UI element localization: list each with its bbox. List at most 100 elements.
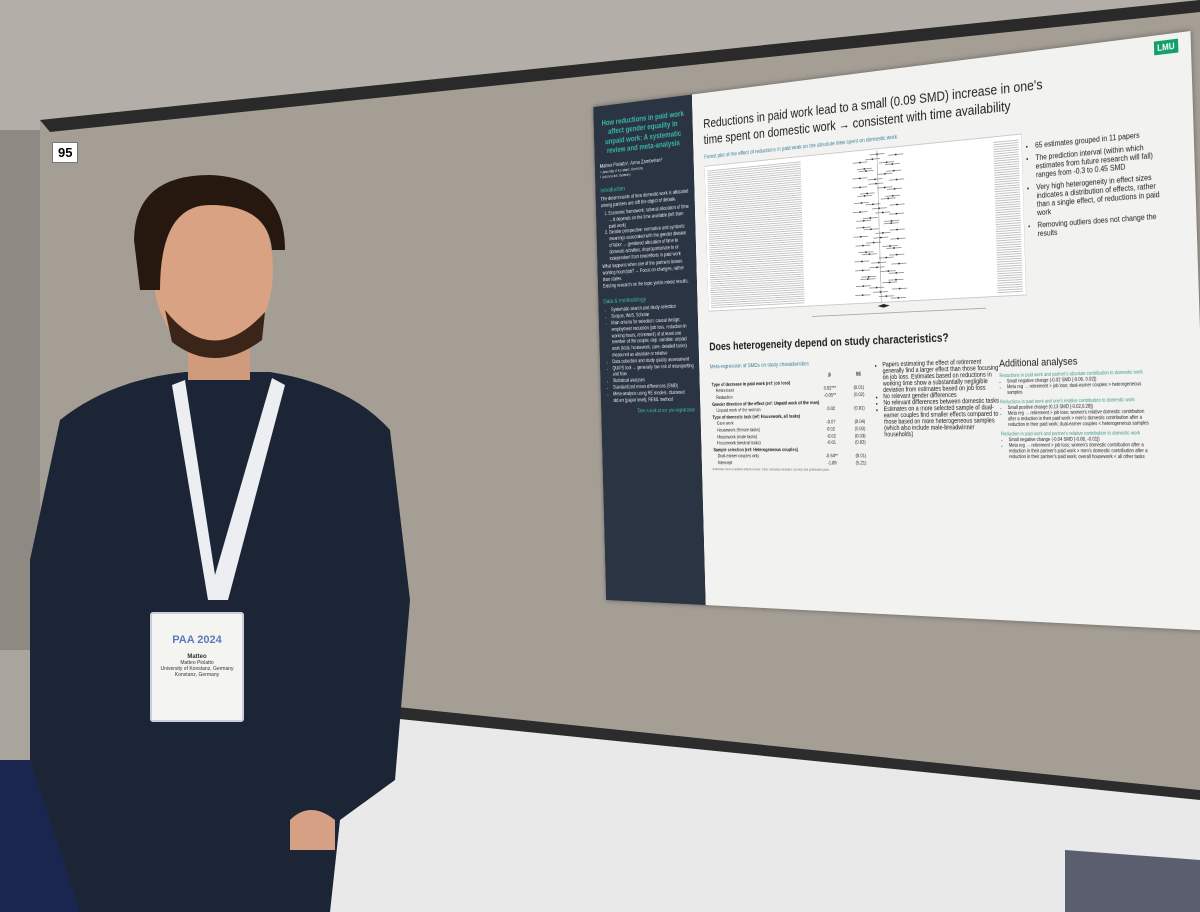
forest-decoration	[893, 188, 896, 190]
forest-decoration	[887, 270, 890, 272]
forest-decoration	[863, 195, 866, 197]
forest-decoration	[812, 308, 986, 316]
forest-decoration	[862, 226, 865, 229]
booth-number: 95	[52, 142, 79, 163]
forest-decoration	[898, 287, 901, 290]
forest-decoration	[881, 211, 884, 214]
list-item: Estimates on a more selected sample of d…	[884, 404, 1002, 439]
forest-decoration	[865, 251, 867, 253]
points: Small negative change (-0.02 SMD [-0.06,…	[1000, 375, 1153, 396]
poster-title: How reductions in paid work affect gende…	[601, 109, 685, 156]
person-face	[153, 182, 273, 358]
table-caption: Meta-regression of SMDs on study charact…	[709, 360, 809, 371]
forest-decoration	[876, 266, 878, 269]
person-hair	[134, 175, 285, 290]
forest-decoration	[860, 202, 863, 204]
table-cell: (0.01)	[855, 453, 867, 460]
forest-decoration	[895, 178, 898, 181]
forest-decoration	[872, 241, 875, 244]
list-item: Papers estimating the effect of retireme…	[882, 358, 1000, 394]
table-edge	[330, 700, 1200, 800]
forest-decoration	[877, 261, 880, 264]
section-heading: Additional analyses	[998, 355, 1078, 370]
poster-sidebar: How reductions in paid work affect gende…	[593, 94, 706, 606]
forest-decoration	[885, 256, 888, 259]
forest-decoration	[896, 228, 898, 231]
forest-decoration	[889, 245, 891, 247]
poster: How reductions in paid work affect gende…	[593, 31, 1200, 631]
table-row: Dual-earner couples only -0.64** (0.01)	[712, 453, 874, 460]
table	[330, 700, 1200, 912]
forest-decoration	[862, 244, 864, 247]
method-points: Systematic search and study selectionSco…	[604, 304, 695, 405]
forest-decoration	[890, 220, 893, 222]
forest-decoration	[867, 278, 869, 280]
forest-decoration	[859, 161, 861, 164]
list-item: Meta reg → retirement > job loss; dual-e…	[1007, 381, 1152, 395]
forest-decoration	[897, 237, 899, 240]
forest-decoration	[865, 170, 867, 172]
forest-decoration	[895, 272, 898, 274]
table-note: Estimates from a random-effects model. O…	[712, 466, 830, 472]
list-item: Main criteria for selection: causal desi…	[611, 317, 693, 360]
forest-decoration	[870, 228, 872, 231]
person-beard	[165, 310, 265, 359]
forest-decoration	[883, 186, 886, 189]
forest-decoration	[885, 295, 888, 297]
forest-decoration	[875, 286, 878, 289]
additional-analyses: Additional analyses Reductions in paid w…	[999, 354, 1155, 461]
forest-decoration	[863, 168, 866, 170]
heterogeneity-points: Papers estimating the effect of retireme…	[875, 358, 1001, 438]
points: Small negative change (-0.04 SMD [-0.08,…	[1001, 436, 1154, 460]
forest-decoration	[867, 276, 870, 278]
forest-decoration	[884, 172, 886, 175]
list-item: Very high heterogeneity in effect sizes …	[1036, 172, 1166, 217]
forest-decoration	[879, 236, 882, 239]
forest-decoration	[860, 236, 862, 238]
table-cell: -0.64**	[825, 453, 839, 460]
forest-decoration	[874, 178, 876, 181]
forest-decoration	[898, 262, 900, 265]
forest-decoration	[859, 211, 861, 213]
regression-table: β SE Type of decrease in paid work (ref: j…	[710, 371, 875, 467]
person-hand	[290, 810, 335, 850]
forest-decoration	[885, 161, 888, 164]
findings: 65 estimates grouped in 11 papersThe pre…	[1027, 128, 1167, 242]
forest-decoration	[892, 169, 895, 172]
forest-decoration	[866, 192, 869, 195]
carpet	[1065, 850, 1200, 912]
forest-decoration	[895, 212, 898, 215]
forest-decoration	[895, 278, 897, 281]
badge-name: Matteo Piolatto	[180, 660, 214, 666]
logo: LMU	[1153, 38, 1179, 56]
list-item: Meta-analysis using RE models, clustered…	[613, 390, 695, 405]
forest-decoration	[861, 269, 864, 272]
forest-decoration	[859, 177, 861, 180]
forest-decoration	[877, 303, 890, 308]
lanyard	[172, 378, 285, 600]
list-item: Meta reg → retirement > job loss; women'…	[1009, 442, 1155, 460]
forest-decoration	[862, 285, 865, 287]
table-block: Meta-regression of SMDs on study charact…	[710, 359, 875, 472]
forest-decoration	[869, 217, 872, 219]
forest-decoration	[891, 163, 894, 165]
board-frame	[40, 0, 1200, 132]
badge-location: Konstanz, Germany	[174, 672, 220, 678]
forest-decoration	[861, 260, 863, 263]
forest-decoration	[871, 158, 874, 160]
forest-decoration	[882, 232, 884, 234]
forest-decoration	[894, 153, 897, 156]
forest-decoration	[875, 182, 877, 185]
forest-decoration	[868, 253, 871, 255]
preregistration: Take a look at our pre-registration	[637, 408, 696, 415]
forest-plot	[704, 126, 1027, 329]
forest-decoration	[862, 220, 865, 222]
forest-decoration	[897, 297, 900, 299]
forest-decoration	[887, 197, 890, 200]
forest-decoration	[859, 186, 861, 189]
poster-main: LMU Reductions in paid work lead to a sm…	[691, 31, 1200, 631]
intro-points: Economic framework: rational allocation …	[601, 204, 691, 263]
name-badge: PAA 2024 Matteo Matteo Piolatto Universi…	[150, 612, 244, 722]
forest-decoration	[861, 294, 864, 296]
